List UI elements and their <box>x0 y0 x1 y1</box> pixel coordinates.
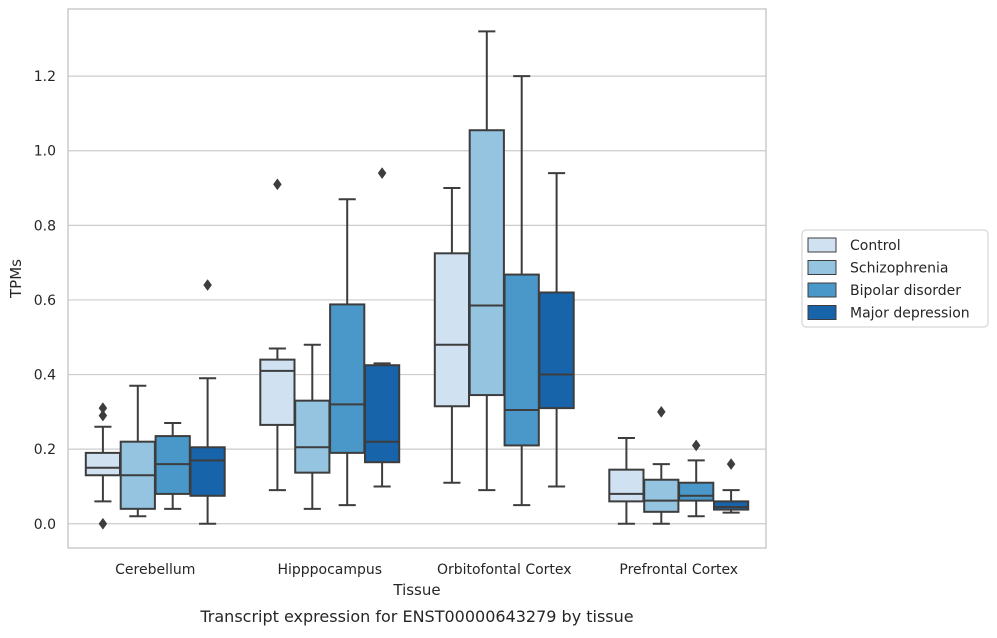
y-axis-label: TPMs <box>7 259 25 299</box>
legend-label: Schizophrenia <box>850 261 948 277</box>
y-tick-label: 0.6 <box>34 293 56 309</box>
box-bipolar-disorder-3 <box>678 439 715 518</box>
box-schizophrenia-1 <box>294 343 331 510</box>
box-bipolar-disorder-0 <box>154 422 191 510</box>
box-major-depression-1 <box>363 167 401 488</box>
y-tick-labels: 0.0 0.2 0.4 0.6 0.8 1.0 1.2 <box>34 69 56 533</box>
outlier-point <box>656 405 666 418</box>
box-body <box>643 478 680 513</box>
box-schizophrenia-0 <box>119 384 156 518</box>
box-body <box>678 481 715 502</box>
box-body <box>712 500 750 511</box>
outlier-point <box>691 439 701 452</box>
legend-frame <box>801 229 989 328</box>
legend-label: Control <box>850 238 901 254</box>
y-tick-label: 0.4 <box>34 368 56 384</box>
box-control-2 <box>433 187 471 484</box>
y-tick-label: 1.0 <box>34 144 56 160</box>
box-schizophrenia-2 <box>468 30 505 492</box>
x-tick-label: Prefrontal Cortex <box>619 562 738 578</box>
outlier-point <box>98 517 108 530</box>
outlier-point <box>726 458 736 470</box>
box-major-depression-3 <box>712 458 750 514</box>
outlier-point <box>203 279 212 291</box>
box-body <box>363 364 401 464</box>
box-major-depression-2 <box>538 172 575 488</box>
legend-swatch <box>807 282 837 298</box>
axes-frame <box>67 8 767 549</box>
legend-swatch <box>807 260 837 275</box>
y-tick-label: 1.2 <box>34 69 56 85</box>
legend-swatch <box>807 305 837 320</box>
box-body <box>608 468 645 503</box>
chart-caption: Transcript expression for ENST0000064327… <box>199 607 633 626</box>
box-body <box>468 129 505 397</box>
y-tick-label: 0.2 <box>34 442 56 458</box>
box-body <box>433 252 471 408</box>
outlier-point <box>98 402 108 415</box>
box-body <box>189 446 226 497</box>
box-body <box>503 273 540 447</box>
outlier-point <box>273 178 282 191</box>
box-body <box>259 358 296 426</box>
box-schizophrenia-3 <box>643 405 680 525</box>
box-body <box>329 303 366 454</box>
outlier-point <box>377 167 387 180</box>
box-plots <box>84 30 750 530</box>
x-tick-label: Cerebellum <box>115 562 195 578</box>
box-control-1 <box>259 178 296 492</box>
box-control-0 <box>84 402 122 530</box>
box-bipolar-disorder-2 <box>503 75 540 507</box>
x-axis-label: Tissue <box>392 581 440 599</box>
box-body <box>294 399 331 474</box>
outlier-point <box>98 409 108 422</box>
legend-label: Major depression <box>850 306 970 322</box>
box-major-depression-0 <box>189 279 226 525</box>
y-tick-label: 0.8 <box>34 218 56 234</box>
box-body <box>84 451 122 477</box>
legend: Control Schizophrenia Bipolar disorder Majo… <box>801 229 989 328</box>
x-tick-label: Hipppocampus <box>277 562 382 578</box>
y-tick-label: 0.0 <box>34 517 56 533</box>
legend-swatch <box>807 237 837 253</box>
x-tick-labels: Cerebellum Hipppocampus Orbitofontal Corte… <box>115 562 738 578</box>
box-body <box>538 291 575 410</box>
box-bipolar-disorder-1 <box>329 198 366 507</box>
x-tick-label: Orbitofontal Cortex <box>437 562 572 578</box>
legend-label: Bipolar disorder <box>850 283 961 299</box>
box-control-3 <box>608 436 645 525</box>
